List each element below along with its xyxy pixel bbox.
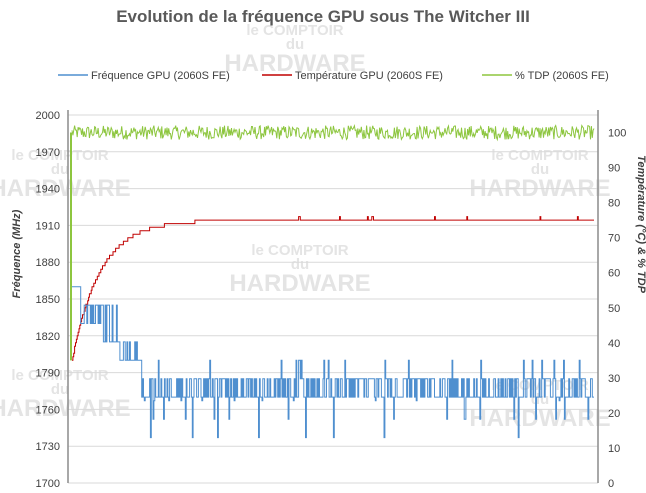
legend: Fréquence GPU (2060S FE) Température GPU… [58,70,609,82]
watermark-line2: du [291,256,309,273]
watermark-line2: du [51,381,69,398]
y-tick-label: 1850 [36,294,60,306]
series-line-temperature [72,216,594,361]
gridlines [68,114,598,484]
y-tick-label: 2000 [36,110,60,122]
y-tick-label: 1940 [36,184,60,196]
y-tick-label: 1820 [36,331,60,343]
y-tick-label: 1760 [36,404,60,416]
y2-axis-ticks: 0 10 20 30 40 50 60 70 80 90 100 [608,128,626,490]
y2-tick-label: 40 [608,338,620,350]
legend-label-frequency: Fréquence GPU (2060S FE) [91,70,230,82]
y2-tick-label: 20 [608,408,620,420]
watermark-line2: du [51,161,69,178]
y2-tick-label: 90 [608,163,620,175]
watermark-line1: le COMPTOIR [246,22,343,39]
y-axis-ticks: 1700 1730 1760 1790 1820 1850 1880 1910 1940 1970… [36,110,60,490]
axes [67,110,599,483]
y2-tick-label: 0 [608,478,614,490]
y2-tick-label: 70 [608,233,620,245]
watermark-line2: du [531,161,549,178]
legend-label-temperature: Température GPU (2060S FE) [295,70,443,82]
y2-tick-label: 80 [608,198,620,210]
series-layer [70,124,595,439]
y2-tick-label: 60 [608,268,620,280]
y2-axis-title: Température (°C) & % TDP [635,155,646,294]
legend-label-tdp: % TDP (2060S FE) [515,70,609,82]
watermark-line1: le COMPTOIR [491,147,588,164]
y2-tick-label: 50 [608,303,620,315]
y2-tick-label: 10 [608,443,620,455]
watermark-line1: le COMPTOIR [11,367,108,384]
watermark-line2: du [286,36,304,53]
y-tick-label: 1880 [36,257,60,269]
watermark-line1: le COMPTOIR [251,242,348,259]
series-line-frequency [72,286,594,439]
y-tick-label: 1730 [36,441,60,453]
y-tick-label: 1970 [36,147,60,159]
y-tick-label: 1790 [36,368,60,380]
watermark-line3: HARDWARE [224,50,365,77]
watermark-line3: HARDWARE [229,270,370,297]
chart-title: Evolution de la fréquence GPU sous The W… [116,7,530,26]
y2-tick-label: 30 [608,373,620,385]
y-tick-label: 1910 [36,220,60,232]
y-axis-title: Fréquence (MHz) [11,209,23,298]
series-line-tdp [71,124,595,142]
y2-tick-label: 100 [608,128,626,140]
y-tick-label: 1700 [36,478,60,490]
watermark-line3: HARDWARE [0,395,131,422]
watermark-line1: le COMPTOIR [11,147,108,164]
